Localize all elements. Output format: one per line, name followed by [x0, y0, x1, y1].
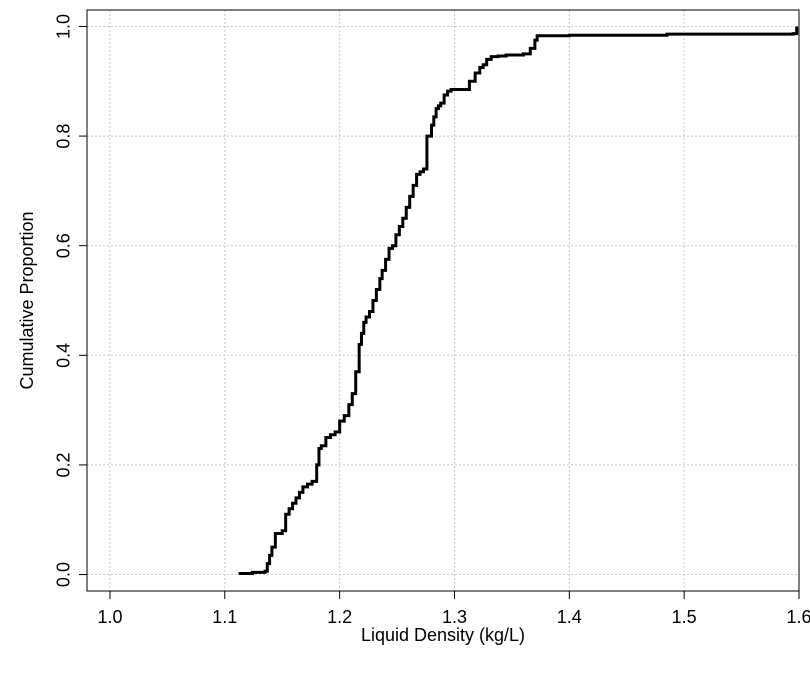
y-tick-label: 1.0	[54, 14, 74, 39]
x-tick-label: 1.5	[672, 607, 697, 627]
x-tick-label: 1.0	[97, 607, 122, 627]
x-axis: 1.0 1.1 1.2 1.3 1.4 1.5 1.6	[97, 590, 810, 627]
x-axis-title: Liquid Density (kg/L)	[361, 625, 525, 645]
x-tick-label: 1.3	[442, 607, 467, 627]
y-axis-title: Cumulative Proportion	[17, 211, 37, 389]
y-axis: 0.0 0.2 0.4 0.6 0.8 1.0	[54, 14, 88, 587]
y-tick-label: 0.8	[54, 124, 74, 149]
y-tick-label: 0.6	[54, 233, 74, 258]
x-tick-label: 1.1	[212, 607, 237, 627]
x-tick-label: 1.4	[557, 607, 582, 627]
x-tick-label: 1.2	[327, 607, 352, 627]
y-tick-label: 0.0	[54, 562, 74, 587]
series-layer	[238, 26, 799, 575]
y-tick-label: 0.4	[54, 343, 74, 368]
y-tick-label: 0.2	[54, 452, 74, 477]
x-tick-label: 1.6	[786, 607, 810, 627]
ecdf-series-line	[238, 26, 799, 575]
